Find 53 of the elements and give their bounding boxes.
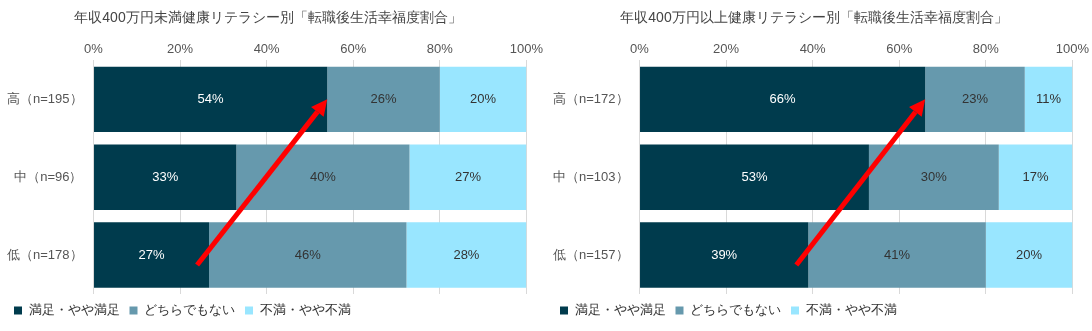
bar bbox=[439, 66, 527, 133]
bar bbox=[406, 222, 527, 288]
x-tick-label: 0% bbox=[630, 41, 650, 57]
bar bbox=[640, 66, 926, 133]
x-tick-label: 60% bbox=[886, 41, 913, 57]
data-label: 27% bbox=[138, 246, 165, 262]
x-tick-label: 80% bbox=[426, 41, 454, 57]
x-tick-label: 20% bbox=[167, 41, 194, 57]
legend-label: 満足・やや満足 bbox=[574, 302, 666, 318]
data-label: 27% bbox=[454, 168, 482, 184]
x-tick-label: 100% bbox=[509, 41, 544, 57]
bar bbox=[327, 66, 440, 133]
bar bbox=[985, 222, 1073, 288]
x-tick-label: 0% bbox=[84, 41, 104, 57]
bar bbox=[1024, 66, 1073, 133]
x-tick-label: 80% bbox=[972, 41, 1000, 57]
y-tick-label: 中（n=96） bbox=[14, 168, 83, 184]
data-label: 54% bbox=[197, 90, 225, 106]
x-tick-label: 20% bbox=[713, 41, 740, 57]
data-label: 30% bbox=[920, 168, 948, 184]
legend-label: 満足・やや満足 bbox=[28, 302, 120, 318]
x-tick-label: 60% bbox=[340, 41, 367, 57]
data-label: 39% bbox=[711, 246, 738, 262]
chart-title: 年収400万円以上健康リテラシー別「転職後生活幸福度割合」 bbox=[620, 9, 1008, 26]
x-tick-label: 40% bbox=[799, 41, 827, 57]
legend-label: 不満・やや不満 bbox=[259, 302, 351, 318]
data-label: 40% bbox=[309, 168, 337, 184]
legend-label: どちらでもない bbox=[690, 302, 781, 318]
x-tick-label: 100% bbox=[1055, 41, 1090, 57]
data-label: 53% bbox=[741, 168, 768, 184]
data-label: 17% bbox=[1022, 168, 1050, 184]
bar bbox=[409, 144, 527, 210]
y-tick-label: 高（n=172） bbox=[553, 90, 629, 106]
bar bbox=[925, 66, 1025, 133]
data-label: 46% bbox=[294, 246, 322, 262]
data-label: 28% bbox=[453, 246, 480, 262]
legend-label: 不満・やや不満 bbox=[805, 302, 897, 318]
x-tick-label: 40% bbox=[253, 41, 281, 57]
data-label: 66% bbox=[769, 90, 797, 106]
data-label: 23% bbox=[961, 90, 989, 106]
legend-label: どちらでもない bbox=[144, 302, 235, 318]
data-label: 33% bbox=[152, 168, 179, 184]
y-tick-label: 低（n=157） bbox=[553, 246, 629, 262]
bar bbox=[998, 144, 1073, 210]
data-label: 26% bbox=[370, 90, 397, 106]
data-label: 20% bbox=[470, 90, 497, 106]
data-label: 41% bbox=[884, 246, 911, 262]
chart-title: 年収400万円未満健康リテラシー別「転職後生活幸福度割合」 bbox=[74, 9, 462, 26]
data-label: 11% bbox=[1036, 90, 1062, 106]
y-tick-label: 低（n=178） bbox=[7, 246, 83, 262]
y-tick-label: 高（n=195） bbox=[7, 90, 83, 106]
data-label: 20% bbox=[1016, 246, 1043, 262]
y-tick-label: 中（n=103） bbox=[553, 168, 629, 184]
